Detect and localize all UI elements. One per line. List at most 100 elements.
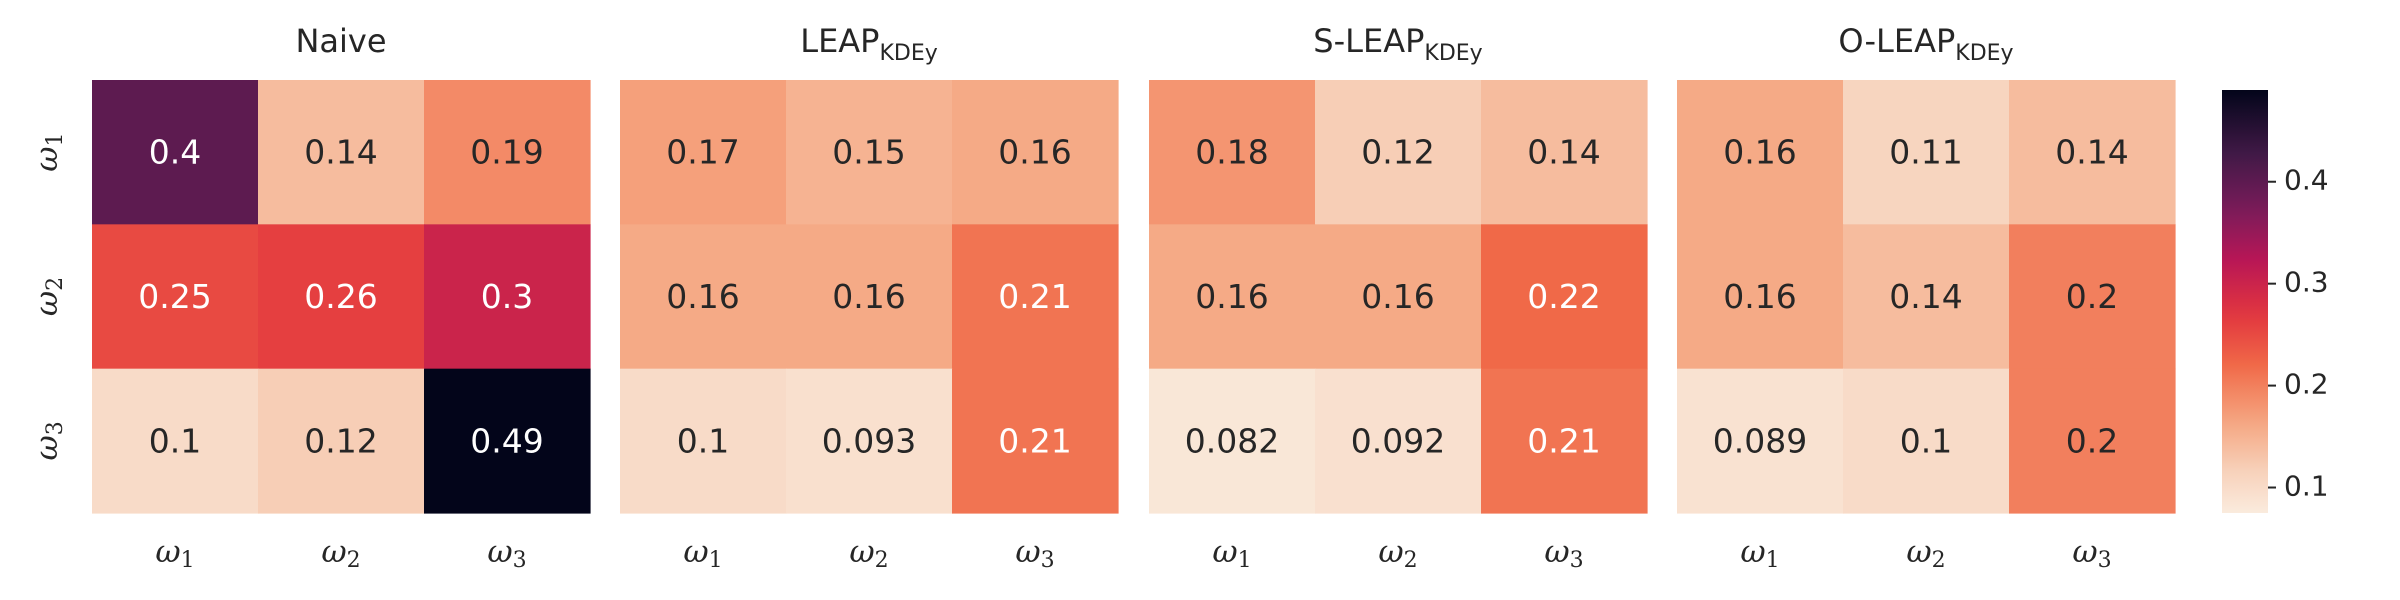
- cell-value-label: 0.3: [481, 277, 533, 316]
- x-tick-label: ω3: [2072, 534, 2111, 574]
- cell-value-label: 0.16: [1195, 277, 1268, 316]
- heatmap-cell: [424, 224, 591, 370]
- cell-value-label: 0.21: [998, 277, 1071, 316]
- heatmap-cell: [952, 224, 1119, 370]
- cell-value-label: 0.092: [1351, 421, 1445, 460]
- heatmap-cell: [620, 80, 787, 225]
- cell-value-label: 0.15: [832, 133, 905, 172]
- heatmap-cell: [786, 224, 953, 370]
- heatmap-cell: [2009, 368, 2176, 514]
- x-tick-label: ω3: [1544, 534, 1583, 574]
- x-tick-label: ω2: [321, 534, 360, 574]
- y-tick-label: ω1: [29, 133, 69, 172]
- cell-value-label: 0.25: [138, 277, 211, 316]
- heatmap-cell: [92, 368, 259, 514]
- colorbar-tick-label: 0.2: [2284, 368, 2329, 401]
- heatmap-cell: [258, 368, 425, 514]
- cell-value-label: 0.16: [1723, 277, 1796, 316]
- heatmap-panel: S-LEAPKDEy 0.18 0.12 0.14 0.16 0.16 0.22 0.082 0…: [1149, 22, 1648, 573]
- cell-value-label: 0.14: [1527, 133, 1600, 172]
- colorbar-tick-label: 0.4: [2284, 164, 2329, 197]
- heatmap-cell: [1315, 368, 1482, 514]
- heatmap-cell: [1677, 80, 1844, 225]
- cell-value-label: 0.082: [1185, 421, 1279, 460]
- cell-value-label: 0.12: [304, 421, 377, 460]
- heatmap-cell: [1149, 224, 1316, 370]
- heatmap-cell: [620, 224, 787, 370]
- colorbar-tick-label: 0.1: [2284, 470, 2329, 503]
- panel-title: LEAPKDEy: [800, 22, 938, 66]
- cell-value-label: 0.1: [677, 421, 729, 460]
- cell-value-label: 0.089: [1713, 421, 1807, 460]
- heatmap-cell: [258, 80, 425, 225]
- heatmap-panel: O-LEAPKDEy 0.16 0.11 0.14 0.16 0.14 0.2 0.089 0.…: [1677, 22, 2176, 573]
- cell-value-label: 0.17: [666, 133, 739, 172]
- cell-value-label: 0.2: [2066, 277, 2118, 316]
- cell-value-label: 0.19: [470, 133, 543, 172]
- cell-value-label: 0.21: [998, 421, 1071, 460]
- heatmap-cell: [92, 224, 259, 370]
- cell-value-label: 0.1: [149, 421, 201, 460]
- x-tick-label: ω1: [1212, 534, 1251, 574]
- heatmap-cell: [1481, 224, 1648, 370]
- cell-value-label: 0.16: [998, 133, 1071, 172]
- y-tick-label: ω3: [29, 421, 69, 460]
- heatmap-cell: [1481, 80, 1648, 225]
- x-tick-label: ω2: [1378, 534, 1417, 574]
- heatmap-cell: [1315, 224, 1482, 370]
- heatmap-cell: [1843, 80, 2010, 225]
- x-tick-label: ω1: [683, 534, 722, 574]
- cell-value-label: 0.12: [1361, 133, 1434, 172]
- x-tick-label: ω3: [1015, 534, 1054, 574]
- heatmap-cell: [92, 80, 259, 225]
- heatmap-panels: Naive 0.4 0.14 0.19 0.25 0.26 0.3 0.1 0.12 0.49 ω1…: [29, 22, 2176, 573]
- heatmap-panel: Naive 0.4 0.14 0.19 0.25 0.26 0.3 0.1 0.12 0.49 ω1…: [92, 22, 591, 573]
- cell-value-label: 0.22: [1527, 277, 1600, 316]
- heatmap-cell: [1677, 368, 1844, 514]
- heatmap-cell: [1149, 368, 1316, 514]
- heatmap-cell: [424, 80, 591, 225]
- cell-value-label: 0.16: [666, 277, 739, 316]
- cell-value-label: 0.16: [832, 277, 905, 316]
- heatmap-cell: [786, 80, 953, 225]
- heatmap-panel: LEAPKDEy 0.17 0.15 0.16 0.16 0.16 0.21 0.1 0.093…: [620, 22, 1119, 573]
- heatmap-cell: [1843, 224, 2010, 370]
- cell-value-label: 0.18: [1195, 133, 1268, 172]
- cell-value-label: 0.093: [822, 421, 916, 460]
- cell-value-label: 0.26: [304, 277, 377, 316]
- heatmap-cell: [1315, 80, 1482, 225]
- colorbar-gradient: [2222, 90, 2268, 513]
- panel-title: Naive: [295, 22, 386, 60]
- heatmap-cell: [786, 368, 953, 514]
- cell-value-label: 0.1: [1900, 421, 1952, 460]
- cell-value-label: 0.16: [1361, 277, 1434, 316]
- cell-value-label: 0.4: [149, 133, 201, 172]
- cell-value-label: 0.14: [1889, 277, 1962, 316]
- x-tick-label: ω1: [1740, 534, 1779, 574]
- heatmap-cell: [2009, 80, 2176, 225]
- panel-title: S-LEAPKDEy: [1313, 22, 1482, 66]
- heatmap-cell: [2009, 224, 2176, 370]
- cell-value-label: 0.11: [1889, 133, 1962, 172]
- heatmap-cell: [1843, 368, 2010, 514]
- x-tick-label: ω2: [849, 534, 888, 574]
- heatmap-cell: [258, 224, 425, 370]
- heatmap-cell: [620, 368, 787, 514]
- cell-value-label: 0.16: [1723, 133, 1796, 172]
- x-tick-label: ω1: [155, 534, 194, 574]
- heatmap-cell: [1677, 224, 1844, 370]
- cell-value-label: 0.2: [2066, 421, 2118, 460]
- heatmap-cell: [1481, 368, 1648, 514]
- heatmap-cell: [952, 80, 1119, 225]
- cell-value-label: 0.49: [470, 421, 543, 460]
- cell-value-label: 0.21: [1527, 421, 1600, 460]
- heatmap-cell: [1149, 80, 1316, 225]
- cell-value-label: 0.14: [304, 133, 377, 172]
- heatmap-cell: [424, 368, 591, 514]
- heatmap-cell: [952, 368, 1119, 514]
- cell-value-label: 0.14: [2055, 133, 2128, 172]
- y-tick-label: ω2: [29, 277, 69, 316]
- x-tick-label: ω3: [487, 534, 526, 574]
- x-tick-label: ω2: [1906, 534, 1945, 574]
